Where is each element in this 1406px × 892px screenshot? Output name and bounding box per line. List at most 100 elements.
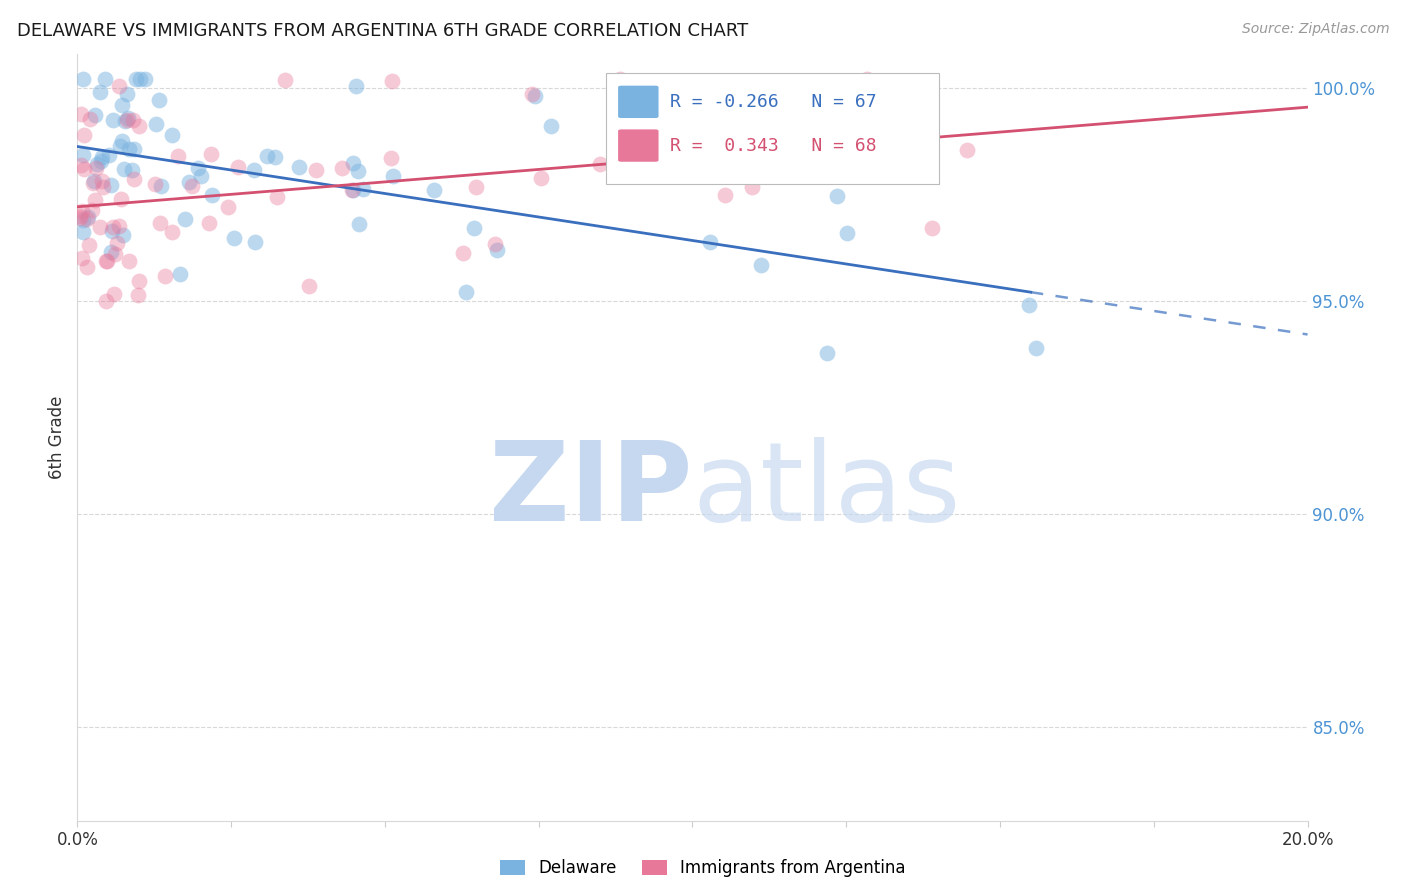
Point	[70, 106, 93, 120]
Point	[921, 220, 943, 235]
Point	[128, 274, 150, 288]
Point	[423, 183, 446, 197]
Point	[103, 286, 125, 301]
Point	[80, 203, 103, 218]
Point	[224, 231, 246, 245]
Point	[117, 111, 139, 125]
Point	[381, 73, 404, 87]
Point	[129, 72, 152, 87]
Point	[451, 245, 474, 260]
Point	[83, 174, 105, 188]
Point	[98, 148, 121, 162]
Point	[485, 244, 508, 258]
Point	[243, 163, 266, 178]
Point	[127, 288, 149, 302]
Text: atlas: atlas	[693, 437, 960, 544]
Point	[70, 251, 93, 265]
Point	[111, 97, 134, 112]
Point	[749, 258, 772, 272]
Point	[82, 176, 104, 190]
Legend: Delaware, Immigrants from Argentina: Delaware, Immigrants from Argentina	[494, 853, 912, 884]
Point	[522, 87, 544, 101]
Point	[266, 190, 288, 204]
Point	[86, 156, 108, 170]
Point	[305, 163, 328, 178]
Point	[84, 161, 107, 175]
Point	[347, 217, 370, 231]
Point	[121, 163, 143, 178]
Point	[287, 160, 309, 174]
Point	[699, 235, 721, 250]
Point	[1018, 298, 1040, 312]
Point	[90, 174, 112, 188]
Point	[105, 236, 128, 251]
Point	[134, 72, 156, 87]
Point	[825, 188, 848, 202]
Point	[530, 170, 553, 185]
Point	[273, 73, 295, 87]
Point	[104, 247, 127, 261]
Point	[76, 260, 98, 274]
Point	[69, 209, 91, 223]
Point	[124, 171, 146, 186]
Point	[77, 238, 100, 252]
Point	[124, 143, 146, 157]
Point	[69, 211, 91, 225]
Point	[91, 180, 114, 194]
Point	[609, 72, 631, 87]
Point	[340, 184, 363, 198]
Point	[190, 169, 212, 183]
Point	[264, 150, 287, 164]
Point	[94, 293, 117, 308]
Point	[352, 182, 374, 196]
Point	[463, 221, 485, 235]
Point	[84, 194, 107, 208]
Point	[90, 154, 112, 169]
Point	[346, 164, 368, 178]
FancyBboxPatch shape	[617, 128, 659, 162]
Point	[107, 219, 129, 234]
Point	[108, 78, 131, 93]
Point	[112, 162, 135, 177]
Point	[70, 203, 93, 218]
Point	[671, 131, 693, 145]
Point	[180, 179, 202, 194]
Point	[464, 179, 486, 194]
Point	[125, 72, 148, 87]
Point	[143, 177, 166, 191]
Point	[115, 87, 138, 101]
Point	[108, 138, 131, 153]
Point	[200, 146, 222, 161]
Point	[79, 112, 101, 126]
Point	[149, 216, 172, 230]
Point	[186, 161, 208, 175]
Point	[817, 345, 839, 359]
Point	[714, 187, 737, 202]
Point	[523, 88, 546, 103]
Point	[84, 108, 107, 122]
Point	[77, 210, 100, 224]
Point	[145, 117, 167, 131]
Point	[153, 268, 176, 283]
Point	[454, 285, 477, 300]
Point	[117, 112, 139, 127]
Point	[96, 254, 118, 268]
Point	[342, 183, 364, 197]
Point	[73, 128, 96, 142]
Point	[72, 72, 94, 87]
Point	[72, 225, 94, 239]
Text: Source: ZipAtlas.com: Source: ZipAtlas.com	[1241, 22, 1389, 37]
FancyBboxPatch shape	[617, 85, 659, 119]
Point	[956, 143, 979, 157]
Point	[91, 150, 114, 164]
Point	[76, 211, 98, 226]
Point	[330, 161, 353, 176]
Point	[100, 178, 122, 192]
Point	[117, 254, 139, 268]
Point	[100, 244, 122, 259]
Point	[198, 216, 221, 230]
Point	[226, 160, 249, 174]
Point	[94, 72, 117, 87]
Point	[162, 225, 184, 239]
Point	[167, 149, 190, 163]
